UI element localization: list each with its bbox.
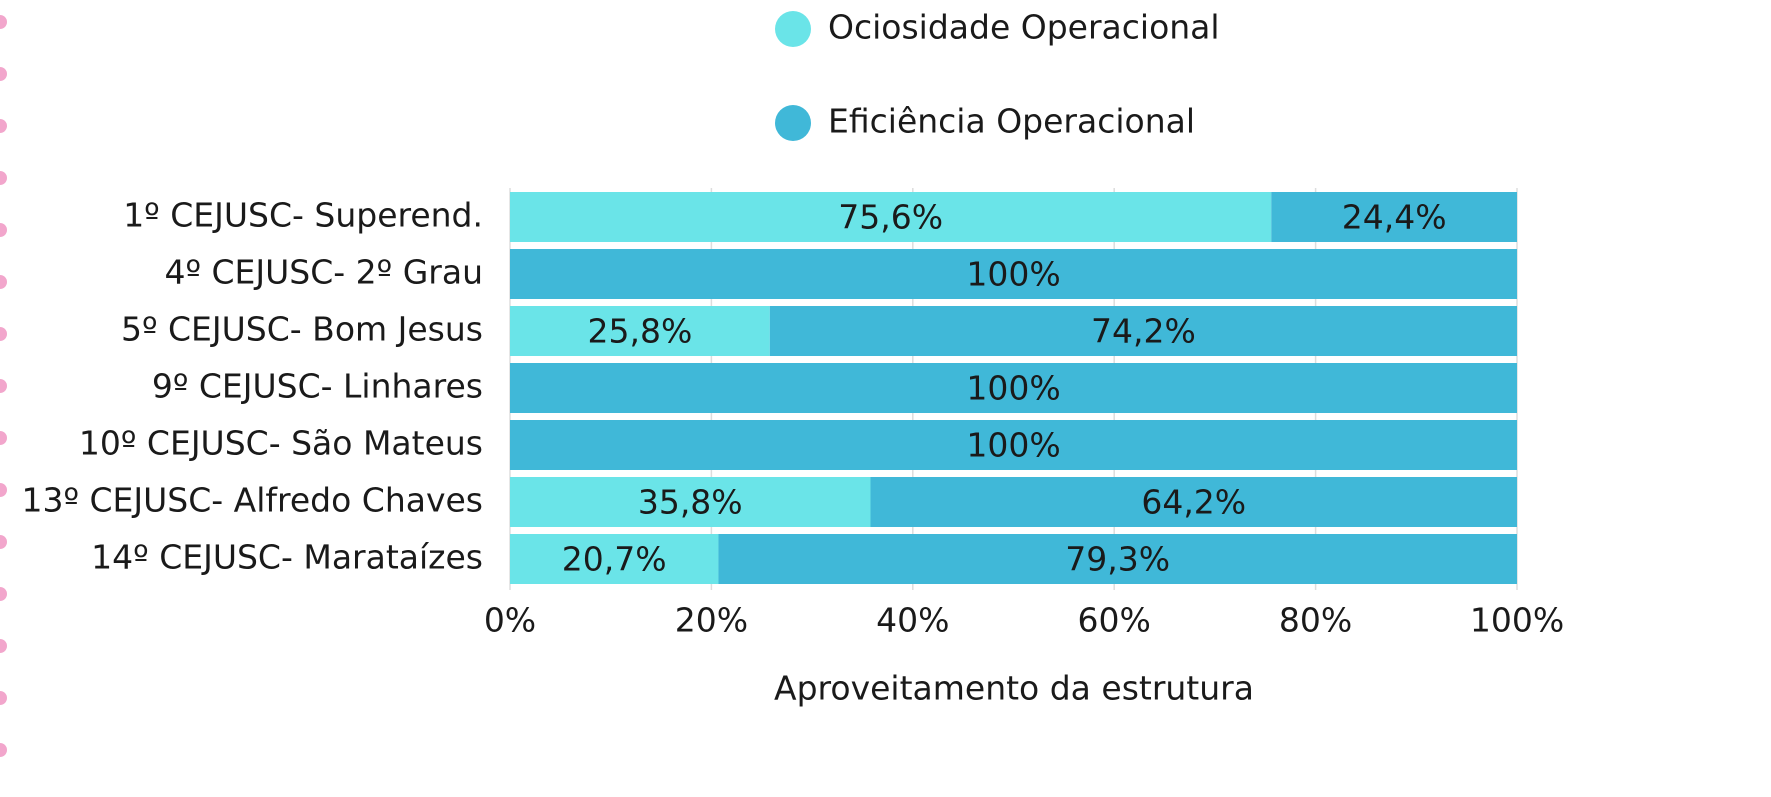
y-tick-label: 5º CEJUSC- Bom Jesus	[121, 310, 483, 349]
data-label: 79,3%	[1065, 540, 1170, 579]
legend-label: Eficiência Operacional	[828, 102, 1195, 141]
y-tick-label: 4º CEJUSC- 2º Grau	[164, 253, 483, 292]
y-tick-label: 10º CEJUSC- São Mateus	[79, 424, 483, 463]
x-tick-label: 100%	[1470, 601, 1564, 640]
bar-segment	[870, 477, 1517, 527]
y-tick-label: 13º CEJUSC- Alfredo Chaves	[21, 481, 483, 520]
y-tick-label: 9º CEJUSC- Linhares	[152, 367, 483, 406]
data-label: 24,4%	[1342, 198, 1447, 237]
x-tick-label: 80%	[1279, 601, 1352, 640]
legend-marker	[775, 11, 811, 47]
x-tick-label: 0%	[484, 601, 536, 640]
bar-segment	[510, 249, 1517, 299]
bar-segment	[718, 534, 1517, 584]
legend-label: Ociosidade Operacional	[828, 8, 1220, 47]
data-label: 75,6%	[838, 198, 943, 237]
data-label: 100%	[966, 369, 1060, 408]
x-tick-label: 40%	[876, 601, 949, 640]
data-label: 100%	[966, 426, 1060, 465]
data-label: 64,2%	[1141, 483, 1246, 522]
y-tick-label: 14º CEJUSC- Marataízes	[91, 538, 483, 577]
data-label: 35,8%	[638, 483, 743, 522]
y-tick-label: 1º CEJUSC- Superend.	[123, 196, 483, 235]
data-label: 20,7%	[562, 540, 667, 579]
legend-marker	[775, 105, 811, 141]
bar-segment	[769, 306, 1517, 356]
x-axis-label: Aproveitamento da estrutura	[774, 669, 1254, 708]
bar-segment	[1271, 192, 1517, 242]
decor-dots	[0, 15, 7, 757]
bar-segment	[510, 534, 719, 584]
data-label: 74,2%	[1091, 312, 1196, 351]
bar-segment	[510, 477, 871, 527]
bar-segment	[510, 420, 1517, 470]
bar-segment	[510, 363, 1517, 413]
x-tick-label: 60%	[1078, 601, 1151, 640]
x-tick-label: 20%	[675, 601, 748, 640]
data-label: 100%	[966, 255, 1060, 294]
bar-segment	[510, 306, 770, 356]
bar-segment	[510, 192, 1272, 242]
data-label: 25,8%	[587, 312, 692, 351]
